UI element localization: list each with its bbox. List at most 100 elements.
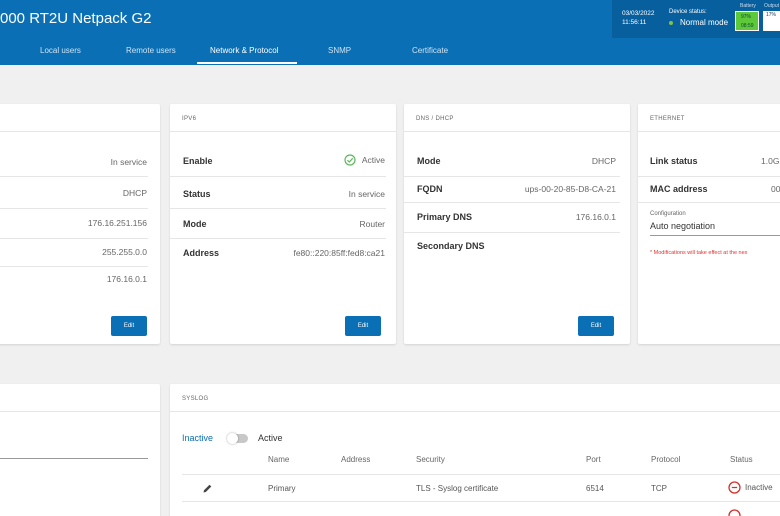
divider xyxy=(0,208,148,209)
ipv4-mode-value: DHCP xyxy=(122,188,147,198)
ipv6-enable-label: Enable xyxy=(183,156,213,166)
device-status-label: Device status: xyxy=(669,9,707,15)
input-underline xyxy=(0,458,148,459)
pencil-icon[interactable] xyxy=(202,483,213,494)
active-tab-indicator xyxy=(197,62,297,64)
column-header-security: Security xyxy=(416,455,445,464)
ipv6-mode-label: Mode xyxy=(183,219,207,229)
header-status-panel: 03/03/2022 11:56:11 Device status: Norma… xyxy=(612,0,780,38)
tab-certificate[interactable]: Certificate xyxy=(412,46,449,55)
syslog-toggle[interactable] xyxy=(227,433,248,444)
column-header-status: Status xyxy=(730,455,753,464)
ipv6-card-title: IPV6 xyxy=(170,104,396,132)
ipv4-address-value: 176.16.251.156 xyxy=(87,218,147,228)
status-dot-icon xyxy=(669,20,673,25)
configuration-label: Configuration xyxy=(650,211,686,217)
output-pct: 17% xyxy=(766,12,777,18)
divider xyxy=(170,238,386,239)
dns-mode-label: Mode xyxy=(417,156,441,166)
tab-snmp[interactable]: SNMP xyxy=(328,46,352,55)
tab-local-users[interactable]: Local users xyxy=(40,46,81,55)
check-circle-icon xyxy=(344,154,356,166)
mac-address-label: MAC address xyxy=(650,184,708,194)
ipv6-address-label: Address xyxy=(183,248,220,258)
dns-card-title: DNS / DHCP xyxy=(404,104,630,132)
select-underline xyxy=(650,235,780,236)
syslog-active-label: Active xyxy=(258,433,283,443)
datetime: 03/03/2022 11:56:11 xyxy=(622,9,655,27)
divider xyxy=(638,202,780,203)
syslog-card: SYSLOG Inactive Active Name Address Secu… xyxy=(170,384,780,516)
dns-card: DNS / DHCP Mode DHCP FQDN ups-00-20-85-D… xyxy=(404,104,630,344)
fqdn-value: ups-00-20-85-D8-CA-21 xyxy=(524,184,616,194)
divider xyxy=(404,232,620,233)
output-label: Output xyxy=(764,3,780,9)
divider xyxy=(404,176,620,177)
ipv4-edit-button[interactable]: Edit xyxy=(111,316,147,336)
column-header-name: Name xyxy=(268,455,290,464)
dns-edit-button[interactable]: Edit xyxy=(578,316,614,336)
ipv4-status-value: In service xyxy=(110,157,147,167)
divider xyxy=(0,266,148,267)
ipv4-card-header xyxy=(0,104,160,132)
modification-note: * Modifications will take effect at the … xyxy=(650,250,748,256)
syslog-card-title: SYSLOG xyxy=(170,384,780,412)
divider xyxy=(170,176,386,177)
ethernet-card-title: ETHERNET xyxy=(638,104,780,132)
ipv4-card: In service DHCP 176.16.251.156 255.255.0… xyxy=(0,104,160,344)
ipv6-card: IPV6 Enable Active Status In service Mod… xyxy=(170,104,396,344)
configuration-select[interactable]: Auto negotiation xyxy=(650,221,716,231)
divider xyxy=(170,208,386,209)
link-status-value: 1.0G xyxy=(761,156,780,166)
secondary-dns-label: Secondary DNS xyxy=(417,241,485,251)
lower-left-card-header xyxy=(0,384,160,412)
minus-circle-icon xyxy=(728,509,741,516)
mac-address-value: 00 xyxy=(771,184,780,194)
ipv4-subnet-value: 255.255.0.0 xyxy=(102,247,147,257)
tab-network-protocol[interactable]: Network & Protocol xyxy=(210,46,279,55)
lower-left-card xyxy=(0,384,160,516)
syslog-security: TLS - Syslog certificate xyxy=(416,484,499,493)
table-header-divider xyxy=(182,474,780,475)
ipv6-status-value: In service xyxy=(348,189,385,199)
header-bar: 000 RT2U Netpack G2 03/03/2022 11:56:11 … xyxy=(0,0,780,38)
fqdn-label: FQDN xyxy=(417,184,443,194)
minus-circle-icon xyxy=(728,481,741,494)
link-status-label: Link status xyxy=(650,156,698,166)
divider xyxy=(404,202,620,203)
syslog-status: Inactive xyxy=(728,481,773,494)
syslog-inactive-label: Inactive xyxy=(182,433,214,443)
ipv6-enable-value: Active xyxy=(344,154,385,166)
device-status: Normal mode xyxy=(669,18,728,27)
divider xyxy=(0,176,148,177)
toggle-knob xyxy=(227,433,238,444)
tab-bar: Local users Remote users Network & Proto… xyxy=(0,38,780,65)
ipv6-address-value: fe80::220:85ff:fed8:ca21 xyxy=(293,248,385,258)
ipv4-gateway-value: 176.16.0.1 xyxy=(106,274,147,284)
ipv6-mode-value: Router xyxy=(359,219,385,229)
divider xyxy=(0,238,148,239)
ipv6-edit-button[interactable]: Edit xyxy=(345,316,381,336)
divider xyxy=(182,501,780,502)
primary-dns-label: Primary DNS xyxy=(417,212,473,222)
column-header-protocol: Protocol xyxy=(651,455,681,464)
app-title: 000 RT2U Netpack G2 xyxy=(0,10,152,27)
battery-time: 08:59 xyxy=(741,23,754,29)
column-header-port: Port xyxy=(586,455,601,464)
battery-pct: 97% xyxy=(741,14,752,20)
syslog-port: 6514 xyxy=(586,484,604,493)
dns-mode-value: DHCP xyxy=(591,156,616,166)
primary-dns-value: 176.16.0.1 xyxy=(575,212,616,222)
date: 03/03/2022 xyxy=(622,10,655,17)
output-widget[interactable]: 17% xyxy=(763,11,780,31)
time: 11:56:11 xyxy=(622,19,647,26)
syslog-name: Primary xyxy=(268,484,296,493)
column-header-address: Address xyxy=(341,455,371,464)
tab-remote-users[interactable]: Remote users xyxy=(126,46,176,55)
divider xyxy=(638,176,780,177)
battery-widget[interactable]: 97% 08:59 xyxy=(735,11,759,31)
ethernet-card: ETHERNET Link status 1.0G MAC address 00… xyxy=(638,104,780,344)
syslog-protocol: TCP xyxy=(651,484,667,493)
battery-label: Battery xyxy=(740,3,756,9)
ipv6-status-label: Status xyxy=(183,189,211,199)
